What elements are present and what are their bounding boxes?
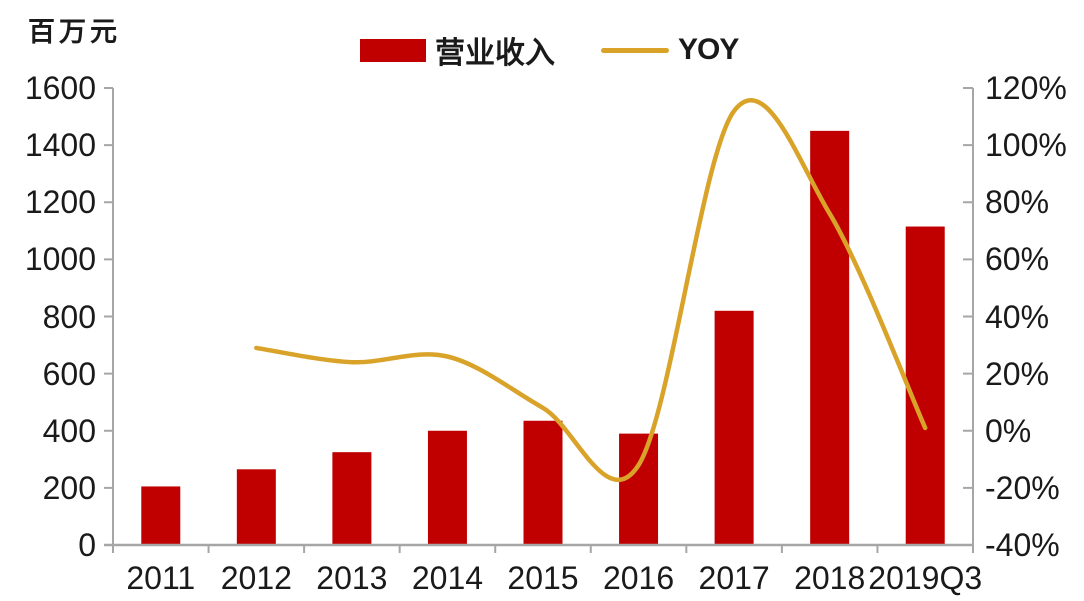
- right-tick-label-20%: 20%: [985, 355, 1050, 392]
- bar-2018: [810, 130, 850, 545]
- right-tick-label-60%: 60%: [985, 241, 1050, 278]
- x-tick-label-2014: 2014: [411, 560, 484, 596]
- left-tick-label-0: 0: [78, 527, 96, 563]
- x-tick-label-2011: 2011: [126, 560, 196, 596]
- bar-2014: [427, 430, 467, 545]
- x-tick-label-2015: 2015: [507, 560, 579, 596]
- bar-2017: [714, 310, 754, 545]
- legend: 营业收入 YOY: [360, 28, 739, 72]
- left-tick-label-1200: 1200: [24, 184, 96, 221]
- right-tick-label-80%: 80%: [985, 184, 1050, 221]
- legend-bar-swatch: [360, 38, 426, 62]
- left-tick-label-1000: 1000: [24, 241, 96, 278]
- x-tick-label-2018: 2018: [794, 560, 866, 596]
- x-tick-label-2016: 2016: [602, 560, 675, 596]
- legend-line-swatch: [601, 47, 669, 53]
- x-tick-label-2019Q3: 2019Q3: [868, 560, 983, 596]
- right-tick-label-40%: 40%: [985, 298, 1050, 335]
- left-tick-label-600: 600: [42, 355, 96, 392]
- right-tick-label-100%: 100%: [985, 127, 1067, 164]
- x-tick-label-2012: 2012: [220, 560, 292, 596]
- right-tick-label--40%: -40%: [985, 527, 1060, 563]
- right-tick-label-120%: 120%: [985, 70, 1067, 106]
- left-tick-label-200: 200: [42, 469, 96, 506]
- bar-2015: [523, 420, 563, 545]
- left-tick-label-1400: 1400: [24, 127, 96, 164]
- legend-bar-label: 营业收入: [435, 36, 555, 71]
- yoy-line: [254, 98, 928, 483]
- left-tick-label-1600: 1600: [24, 70, 96, 106]
- left-tick-label-400: 400: [42, 412, 96, 449]
- legend-line-label: YOY: [678, 33, 739, 66]
- right-tick-label--20%: -20%: [985, 469, 1060, 506]
- bar-2013: [332, 452, 372, 545]
- x-tick-label-2017: 2017: [698, 560, 770, 596]
- bar-2019Q3: [905, 226, 945, 545]
- left-tick-label-800: 800: [42, 298, 96, 335]
- bar-2016: [619, 433, 659, 545]
- left-axis-unit-label: 百万元: [28, 17, 121, 48]
- x-tick-label-2013: 2013: [316, 560, 388, 596]
- bar-2011: [141, 486, 181, 545]
- bar-2012: [236, 469, 276, 545]
- right-tick-label-0%: 0%: [985, 412, 1032, 449]
